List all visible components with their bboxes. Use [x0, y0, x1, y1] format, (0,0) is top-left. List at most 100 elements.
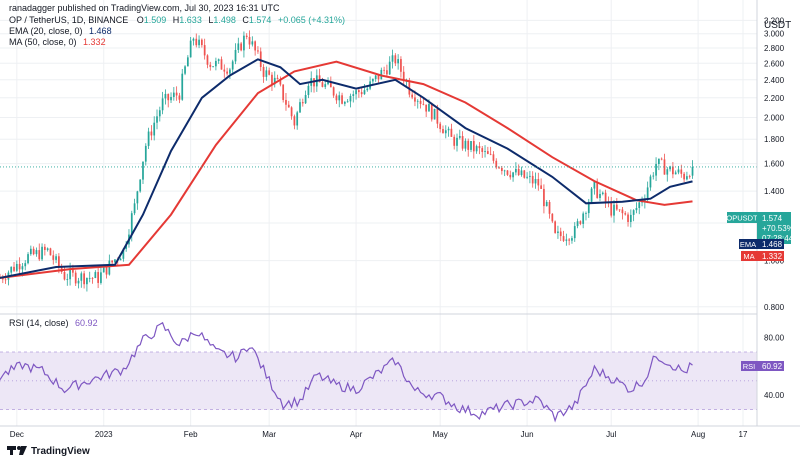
candle-body: [655, 164, 657, 176]
candle-body: [265, 70, 268, 77]
candle-body: [366, 88, 369, 91]
rsi-badge-value-bg: [757, 361, 784, 371]
price-tick-label: 2.200: [764, 94, 785, 103]
candle-body: [411, 94, 414, 98]
candle-body: [119, 258, 122, 261]
time-tick-label: Aug: [691, 430, 705, 439]
candle-body: [585, 213, 587, 214]
candle-body: [456, 137, 458, 146]
candle-body: [329, 81, 332, 88]
candle-body: [554, 221, 557, 233]
candle-body: [254, 41, 257, 51]
price-tick-label: 1.000: [764, 257, 785, 266]
candle-body: [372, 78, 374, 82]
candle-body: [388, 61, 391, 75]
ma-badge-name-bg: [741, 251, 757, 261]
candle-body: [259, 51, 262, 67]
candle-body: [46, 248, 49, 250]
candle-body: [72, 269, 74, 273]
candle-body: [674, 172, 677, 175]
candle-body: [262, 66, 265, 77]
candle-body: [49, 248, 52, 256]
ema-badge-name: EMA: [740, 240, 756, 249]
ohlc-o-value: 1.509: [144, 15, 167, 25]
candle-body: [108, 260, 111, 275]
candle-body: [402, 71, 405, 82]
time-tick-label: Feb: [184, 430, 198, 439]
candle-body: [251, 41, 254, 45]
price-badge: OPUSDT 1.574 +70.53% 07:28:44: [726, 212, 794, 244]
candle-body: [279, 78, 282, 85]
time-tick-label: 17: [739, 430, 748, 439]
time-tick-label: Jun: [521, 430, 534, 439]
candle-body: [24, 263, 27, 267]
candle-body: [495, 160, 498, 168]
price-badge-pct: +70.53%: [762, 224, 794, 233]
ohlc-c-label: C: [242, 15, 249, 25]
candle-body: [492, 154, 495, 161]
ma-badge: MA 1.332: [741, 251, 784, 261]
rsi-legend-label: RSI (14, close): [9, 318, 69, 328]
candle-body: [529, 175, 531, 177]
rsi-line: [0, 321, 693, 423]
candle-body: [526, 176, 528, 178]
candle-body: [596, 181, 599, 198]
candle-body: [391, 55, 394, 62]
ma-legend: MA (50, close, 0) 1.332: [9, 37, 106, 47]
candle-body: [442, 129, 444, 134]
candle-body: [400, 59, 402, 72]
candle-body: [484, 151, 486, 152]
candle-body: [430, 103, 433, 120]
candle-body: [150, 131, 153, 136]
candle-body: [142, 161, 144, 180]
candle-body: [32, 248, 35, 255]
candle-body: [551, 213, 554, 222]
candle-body: [503, 170, 506, 172]
candle-body: [414, 97, 416, 102]
candle-body: [618, 209, 621, 211]
candle-body: [358, 90, 360, 93]
candle-body: [206, 55, 209, 65]
candle-body: [4, 279, 7, 281]
candle-body: [226, 71, 228, 74]
ohlc-o-label: O: [137, 15, 144, 25]
candle-body: [69, 269, 71, 280]
ema-20-line: [0, 58, 693, 279]
candle-body: [327, 81, 329, 85]
candle-body: [43, 246, 46, 250]
candle-body: [156, 116, 158, 123]
candle-body: [35, 250, 38, 255]
candle-body: [629, 214, 632, 222]
ma-legend-label: MA (50, close, 0): [9, 37, 77, 47]
price-tick-label: 1.800: [764, 135, 785, 144]
candle-body: [63, 271, 66, 280]
candle-body: [601, 192, 604, 194]
ohlc-l-value: 1.498: [213, 15, 236, 25]
candle-body: [562, 236, 565, 241]
candle-body: [627, 214, 629, 222]
candle-body: [604, 192, 607, 203]
tv-logo-text: TradingView: [31, 446, 90, 457]
candle-body: [212, 66, 214, 68]
candle-body: [686, 176, 688, 180]
candle-body: [565, 239, 568, 241]
candle-body: [658, 158, 660, 165]
candle-body: [223, 69, 226, 72]
candle-body: [672, 166, 674, 175]
candle-body: [691, 166, 694, 176]
candle-body: [610, 202, 613, 216]
candle-body: [335, 95, 338, 101]
price-tick-label: 1.400: [764, 187, 785, 196]
ohlc-h-value: 1.633: [179, 15, 202, 25]
time-tick-label: May: [433, 430, 448, 439]
candle-body: [287, 104, 290, 108]
candle-body: [198, 39, 200, 46]
candle-body: [136, 191, 139, 204]
candle-body: [74, 272, 77, 284]
candle-body: [582, 213, 585, 224]
candle-body: [231, 61, 234, 70]
candle-body: [383, 69, 385, 71]
time-tick-label: Apr: [350, 430, 363, 439]
ma-badge-value-bg: [757, 251, 784, 261]
